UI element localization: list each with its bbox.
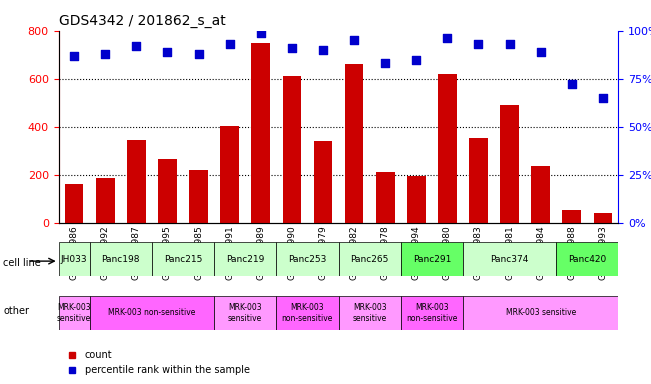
- Point: [69, 53, 79, 59]
- Bar: [220, 126, 239, 223]
- Text: JH033: JH033: [61, 255, 87, 264]
- Text: Panc265: Panc265: [350, 255, 389, 264]
- Bar: [158, 159, 177, 223]
- Text: MRK-003 sensitive: MRK-003 sensitive: [506, 308, 576, 318]
- Text: MRK-003 non-sensitive: MRK-003 non-sensitive: [108, 308, 195, 318]
- Bar: [345, 65, 363, 223]
- Text: Panc253: Panc253: [288, 255, 327, 264]
- Bar: [65, 184, 83, 223]
- Bar: [469, 137, 488, 223]
- Point: [256, 30, 266, 36]
- Point: [536, 49, 546, 55]
- Legend: count, percentile rank within the sample: count, percentile rank within the sample: [63, 346, 254, 379]
- FancyBboxPatch shape: [90, 296, 214, 330]
- Point: [131, 43, 141, 49]
- Bar: [407, 176, 426, 223]
- Text: MRK-003
sensitive: MRK-003 sensitive: [352, 303, 387, 323]
- Text: Panc215: Panc215: [164, 255, 202, 264]
- Bar: [189, 170, 208, 223]
- Text: MRK-003
non-sensitive: MRK-003 non-sensitive: [282, 303, 333, 323]
- Point: [505, 41, 515, 47]
- Point: [286, 45, 297, 51]
- Text: MRK-003
sensitive: MRK-003 sensitive: [57, 303, 91, 323]
- Text: Panc219: Panc219: [226, 255, 264, 264]
- Point: [442, 35, 452, 41]
- Text: MRK-003
sensitive: MRK-003 sensitive: [228, 303, 262, 323]
- Bar: [314, 141, 332, 223]
- Bar: [127, 140, 146, 223]
- FancyBboxPatch shape: [463, 242, 556, 276]
- Bar: [283, 76, 301, 223]
- FancyBboxPatch shape: [276, 296, 339, 330]
- FancyBboxPatch shape: [59, 242, 90, 276]
- FancyBboxPatch shape: [214, 242, 276, 276]
- FancyBboxPatch shape: [214, 296, 276, 330]
- Text: other: other: [3, 306, 29, 316]
- Text: Panc198: Panc198: [102, 255, 140, 264]
- Point: [225, 41, 235, 47]
- Point: [318, 47, 328, 53]
- Bar: [96, 178, 115, 223]
- Text: GDS4342 / 201862_s_at: GDS4342 / 201862_s_at: [59, 14, 225, 28]
- Point: [566, 81, 577, 88]
- Point: [349, 37, 359, 43]
- Text: cell line: cell line: [3, 258, 41, 268]
- FancyBboxPatch shape: [556, 242, 618, 276]
- Point: [473, 41, 484, 47]
- Bar: [376, 172, 395, 223]
- Bar: [594, 213, 612, 223]
- Point: [380, 60, 391, 66]
- Point: [162, 49, 173, 55]
- FancyBboxPatch shape: [339, 296, 401, 330]
- Bar: [500, 105, 519, 223]
- Bar: [251, 43, 270, 223]
- Bar: [438, 74, 457, 223]
- Bar: [562, 210, 581, 223]
- Text: Panc291: Panc291: [413, 255, 451, 264]
- FancyBboxPatch shape: [401, 242, 463, 276]
- Point: [193, 51, 204, 57]
- FancyBboxPatch shape: [463, 296, 618, 330]
- Text: MRK-003
non-sensitive: MRK-003 non-sensitive: [406, 303, 458, 323]
- FancyBboxPatch shape: [90, 242, 152, 276]
- FancyBboxPatch shape: [59, 296, 90, 330]
- Text: Panc374: Panc374: [490, 255, 529, 264]
- Point: [100, 51, 111, 57]
- FancyBboxPatch shape: [401, 296, 463, 330]
- FancyBboxPatch shape: [152, 242, 214, 276]
- Text: Panc420: Panc420: [568, 255, 607, 264]
- FancyBboxPatch shape: [339, 242, 401, 276]
- FancyBboxPatch shape: [276, 242, 339, 276]
- Bar: [531, 166, 550, 223]
- Point: [598, 95, 608, 101]
- Point: [411, 56, 421, 63]
